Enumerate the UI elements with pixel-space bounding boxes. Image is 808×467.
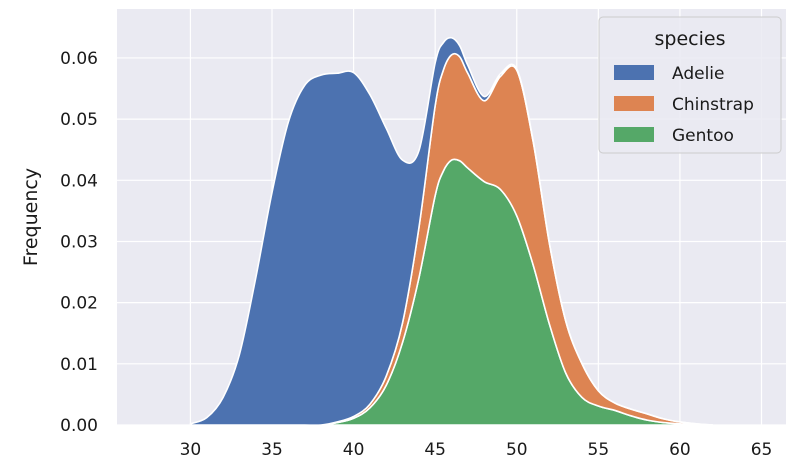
legend-swatch-adelie (614, 65, 654, 80)
y-tick-label: 0.04 (60, 171, 98, 191)
x-tick-label: 60 (669, 440, 691, 460)
legend-swatch-chinstrap (614, 96, 654, 111)
y-tick-label: 0.02 (60, 294, 98, 314)
x-tick-labels: 30 35 40 45 50 55 60 65 (180, 440, 773, 460)
x-tick-label: 65 (751, 440, 773, 460)
legend-label-chinstrap: Chinstrap (672, 95, 754, 115)
y-tick-label: 0.05 (60, 110, 98, 130)
y-tick-label: 0.03 (60, 232, 98, 252)
legend: species Adelie Chinstrap Gentoo (598, 16, 782, 154)
area-adelie (189, 36, 714, 427)
x-tick-label: 30 (180, 440, 202, 460)
stacked-areas (189, 36, 714, 427)
x-tick-label: 45 (424, 440, 446, 460)
legend-label-adelie: Adelie (672, 64, 725, 84)
legend-swatch-gentoo (614, 127, 654, 142)
y-tick-label: 0.06 (60, 49, 98, 69)
legend-label-gentoo: Gentoo (672, 126, 734, 146)
x-tick-label: 35 (261, 440, 283, 460)
y-tick-label: 0.00 (60, 416, 98, 436)
legend-title: species (655, 28, 726, 50)
y-tick-labels: 0.00 0.01 0.02 0.03 0.04 0.05 0.06 (60, 49, 98, 436)
x-tick-label: 50 (506, 440, 528, 460)
y-axis-label: Frequency (20, 168, 42, 266)
legend-frame (598, 16, 782, 154)
x-tick-label: 40 (343, 440, 365, 460)
x-tick-label: 55 (588, 440, 610, 460)
y-tick-label: 0.01 (60, 355, 98, 375)
